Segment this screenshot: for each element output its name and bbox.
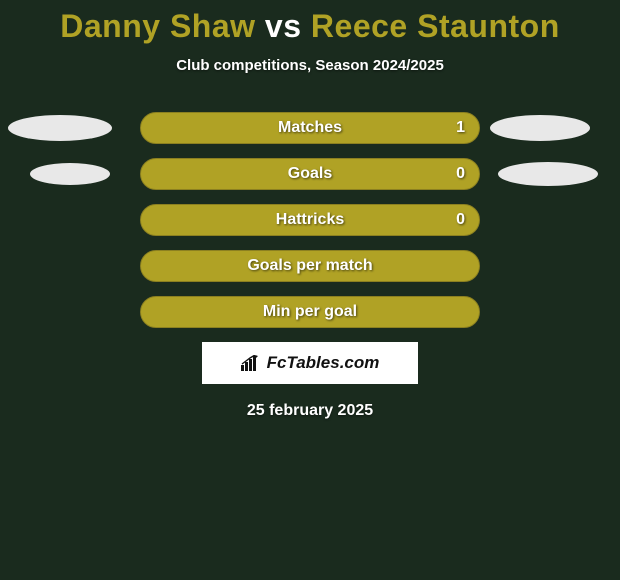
date-text: 25 february 2025 (0, 402, 620, 420)
logo-text: FcTables.com (267, 353, 380, 373)
logo-box: FcTables.com (202, 342, 418, 384)
stat-row: Matches 1 (0, 112, 620, 144)
player2-name: Reece Staunton (311, 8, 560, 44)
fctables-chart-icon (241, 355, 261, 371)
stat-label: Hattricks (276, 211, 344, 229)
right-marker (490, 115, 590, 141)
stat-label: Matches (278, 119, 342, 137)
stat-bar: Min per goal (140, 296, 480, 328)
comparison-chart: Matches 1 Goals 0 Hattricks 0 Goals per match M… (0, 112, 620, 328)
left-marker (8, 115, 112, 141)
stat-row: Hattricks 0 (0, 204, 620, 236)
player1-name: Danny Shaw (60, 8, 255, 44)
page-title: Danny Shaw vs Reece Staunton (0, 0, 620, 45)
vs-text: vs (265, 8, 302, 44)
stat-value: 0 (456, 211, 465, 229)
stat-row: Goals per match (0, 250, 620, 282)
stat-label: Min per goal (263, 303, 357, 321)
stat-label: Goals per match (247, 257, 372, 275)
stat-row: Min per goal (0, 296, 620, 328)
subtitle: Club competitions, Season 2024/2025 (0, 57, 620, 74)
stat-value: 1 (456, 119, 465, 137)
left-marker (30, 163, 110, 185)
stat-bar: Goals per match (140, 250, 480, 282)
stat-row: Goals 0 (0, 158, 620, 190)
right-marker (498, 162, 598, 186)
stat-bar: Goals 0 (140, 158, 480, 190)
stat-label: Goals (288, 165, 332, 183)
stat-value: 0 (456, 165, 465, 183)
stat-bar: Hattricks 0 (140, 204, 480, 236)
stat-bar: Matches 1 (140, 112, 480, 144)
